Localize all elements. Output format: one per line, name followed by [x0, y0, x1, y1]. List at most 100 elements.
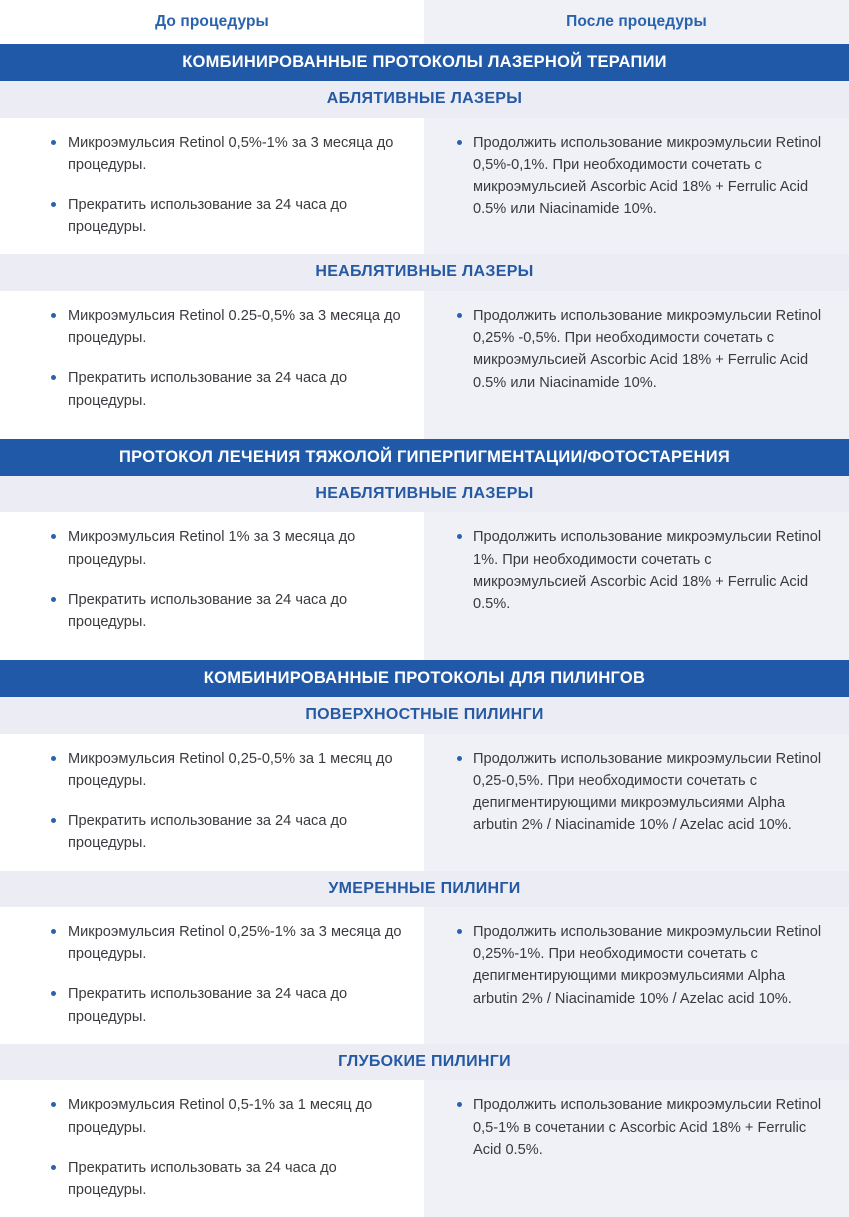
section-subheader: НЕАБЛЯТИВНЫЕ ЛАЗЕРЫ — [0, 254, 849, 292]
bullet-dot-icon — [457, 929, 462, 935]
cell-after-procedure: Продолжить использование микроэмульсии R… — [424, 291, 849, 428]
section-subheader: ПОВЕРХНОСТНЫЕ ПИЛИНГИ — [0, 697, 849, 734]
bullet-text: Продолжить использование микроэмульсии R… — [473, 308, 822, 391]
column-headers: До процедуры После процедуры — [0, 0, 849, 44]
bullet-dot-icon — [51, 202, 56, 208]
bullet-text: Прекратить использование за 24 часа до п… — [68, 197, 348, 236]
group-spacer-right — [424, 427, 849, 439]
group-spacer-right — [424, 649, 849, 661]
bullet-text: Микроэмульсия Retinol 0,25%-1% за 3 меся… — [68, 924, 402, 963]
bullet-list-before: Микроэмульсия Retinol 0,5-1% за 1 месяц … — [50, 1094, 402, 1201]
bullet-list-before: Микроэмульсия Retinol 0,5%-1% за 3 месяц… — [50, 132, 402, 239]
bullet-dot-icon — [51, 596, 56, 602]
bullet-text: Продолжить использование микроэмульсии R… — [473, 924, 822, 1007]
group-spacer — [0, 649, 849, 661]
cell-before-procedure: Микроэмульсия Retinol 0,25%-1% за 3 меся… — [0, 907, 424, 1044]
bullet-text: Продолжить использование микроэмульсии R… — [473, 134, 822, 218]
bullet-list-before: Микроэмульсия Retinol 0.25-0,5% за 3 мес… — [50, 305, 402, 412]
cell-after-procedure: Продолжить использование микроэмульсии R… — [424, 512, 849, 650]
bullet-text: Прекратить использование за 24 часа до п… — [68, 370, 348, 409]
bullet-text: Прекратить использование за 24 часа до п… — [68, 813, 348, 852]
bullet-text: Микроэмульсия Retinol 0,5-1% за 1 месяц … — [68, 1097, 373, 1136]
bullet-dot-icon — [51, 818, 56, 824]
bullet-dot-icon — [51, 375, 56, 381]
protocol-groups: КОМБИНИРОВАННЫЕ ПРОТОКОЛЫ ЛАЗЕРНОЙ ТЕРАП… — [0, 44, 849, 1217]
bullet-dot-icon — [457, 755, 462, 761]
section-row: Микроэмульсия Retinol 0,25%-1% за 3 меся… — [0, 907, 849, 1044]
bullet-item: Продолжить использование микроэмульсии R… — [456, 305, 823, 394]
bullet-dot-icon — [51, 534, 56, 540]
bullet-item: Прекратить использование за 24 часа до п… — [50, 589, 402, 633]
bullet-item: Прекратить использование за 24 часа до п… — [50, 194, 402, 238]
bullet-text: Продолжить использование микроэмульсии R… — [473, 529, 822, 612]
bullet-item: Продолжить использование микроэмульсии R… — [456, 921, 823, 1010]
section-row: Микроэмульсия Retinol 0,25-0,5% за 1 мес… — [0, 733, 849, 871]
bullet-item: Продолжить использование микроэмульсии R… — [456, 526, 823, 615]
bullet-text: Прекратить использование за 24 часа до п… — [68, 591, 348, 630]
bullet-text: Продолжить использование микроэмульсии R… — [473, 750, 822, 834]
group-spacer-left — [0, 649, 424, 661]
bullet-text: Микроэмульсия Retinol 0.25-0,5% за 3 мес… — [68, 308, 401, 347]
bullet-text: Продолжить использование микроэмульсии R… — [473, 1097, 822, 1158]
bullet-list-after: Продолжить использование микроэмульсии R… — [456, 921, 823, 1010]
bullet-item: Прекратить использование за 24 часа до п… — [50, 983, 402, 1027]
section-subheader: ГЛУБОКИЕ ПИЛИНГИ — [0, 1043, 849, 1081]
bullet-list-after: Продолжить использование микроэмульсии R… — [456, 305, 823, 394]
section-row: Микроэмульсия Retinol 0,5%-1% за 3 месяц… — [0, 117, 849, 255]
bullet-item: Прекратить использовать за 24 часа до пр… — [50, 1157, 402, 1201]
section-subheader: АБЛЯТИВНЫЕ ЛАЗЕРЫ — [0, 81, 849, 118]
bullet-item: Микроэмульсия Retinol 0,5-1% за 1 месяц … — [50, 1094, 402, 1138]
cell-before-procedure: Микроэмульсия Retinol 0,25-0,5% за 1 мес… — [0, 733, 424, 871]
bullet-dot-icon — [51, 1164, 56, 1170]
section-subheader: УМЕРЕННЫЕ ПИЛИНГИ — [0, 870, 849, 908]
bullet-list-before: Микроэмульсия Retinol 1% за 3 месяца до … — [50, 526, 402, 633]
bullet-dot-icon — [51, 313, 56, 319]
section-subheader: НЕАБЛЯТИВНЫЕ ЛАЗЕРЫ — [0, 475, 849, 513]
bullet-text: Микроэмульсия Retinol 0,25-0,5% за 1 мес… — [68, 750, 393, 790]
bullet-text: Прекратить использовать за 24 часа до пр… — [68, 1159, 337, 1198]
bullet-item: Микроэмульсия Retinol 1% за 3 месяца до … — [50, 526, 402, 570]
bullet-dot-icon — [457, 139, 462, 145]
bullet-dot-icon — [51, 755, 56, 761]
bullet-dot-icon — [51, 139, 56, 145]
cell-after-procedure: Продолжить использование микроэмульсии R… — [424, 1080, 849, 1217]
bullet-text: Микроэмульсия Retinol 0,5%-1% за 3 месяц… — [68, 134, 394, 173]
section-row: Микроэмульсия Retinol 1% за 3 месяца до … — [0, 512, 849, 650]
section-row: Микроэмульсия Retinol 0.25-0,5% за 3 мес… — [0, 291, 849, 428]
bullet-item: Прекратить использование за 24 часа до п… — [50, 810, 402, 854]
bullet-dot-icon — [51, 991, 56, 997]
cell-after-procedure: Продолжить использование микроэмульсии R… — [424, 733, 849, 871]
protocol-banner: ПРОТОКОЛ ЛЕЧЕНИЯ ТЯЖОЛОЙ ГИПЕРПИГМЕНТАЦИ… — [0, 438, 849, 476]
bullet-text: Прекратить использование за 24 часа до п… — [68, 986, 348, 1025]
bullet-list-after: Продолжить использование микроэмульсии R… — [456, 1094, 823, 1161]
bullet-text: Микроэмульсия Retinol 1% за 3 месяца до … — [68, 529, 356, 568]
bullet-list-before: Микроэмульсия Retinol 0,25%-1% за 3 меся… — [50, 921, 402, 1028]
bullet-item: Микроэмульсия Retinol 0,25%-1% за 3 меся… — [50, 921, 402, 965]
bullet-item: Продолжить использование микроэмульсии R… — [456, 748, 823, 837]
bullet-dot-icon — [51, 929, 56, 935]
bullet-list-before: Микроэмульсия Retinol 0,25-0,5% за 1 мес… — [50, 748, 402, 855]
protocol-banner: КОМБИНИРОВАННЫЕ ПРОТОКОЛЫ ДЛЯ ПИЛИНГОВ — [0, 660, 849, 698]
cell-before-procedure: Микроэмульсия Retinol 1% за 3 месяца до … — [0, 512, 424, 650]
cell-after-procedure: Продолжить использование микроэмульсии R… — [424, 907, 849, 1044]
bullet-dot-icon — [457, 1102, 462, 1108]
bullet-item: Продолжить использование микроэмульсии R… — [456, 1094, 823, 1161]
bullet-list-after: Продолжить использование микроэмульсии R… — [456, 526, 823, 615]
cell-before-procedure: Микроэмульсия Retinol 0,5%-1% за 3 месяц… — [0, 117, 424, 255]
bullet-item: Микроэмульсия Retinol 0,5%-1% за 3 месяц… — [50, 132, 402, 176]
protocol-banner: КОМБИНИРОВАННЫЕ ПРОТОКОЛЫ ЛАЗЕРНОЙ ТЕРАП… — [0, 44, 849, 82]
section-row: Микроэмульсия Retinol 0,5-1% за 1 месяц … — [0, 1080, 849, 1217]
bullet-item: Прекратить использование за 24 часа до п… — [50, 367, 402, 411]
cell-before-procedure: Микроэмульсия Retinol 0.25-0,5% за 3 мес… — [0, 291, 424, 428]
cell-before-procedure: Микроэмульсия Retinol 0,5-1% за 1 месяц … — [0, 1080, 424, 1217]
bullet-item: Продолжить использование микроэмульсии R… — [456, 132, 823, 221]
column-header-after: После процедуры — [424, 0, 849, 44]
group-spacer-left — [0, 427, 424, 439]
bullet-list-after: Продолжить использование микроэмульсии R… — [456, 748, 823, 837]
bullet-dot-icon — [457, 534, 462, 540]
bullet-dot-icon — [457, 313, 462, 319]
bullet-list-after: Продолжить использование микроэмульсии R… — [456, 132, 823, 221]
cell-after-procedure: Продолжить использование микроэмульсии R… — [424, 117, 849, 255]
bullet-item: Микроэмульсия Retinol 0,25-0,5% за 1 мес… — [50, 748, 402, 792]
